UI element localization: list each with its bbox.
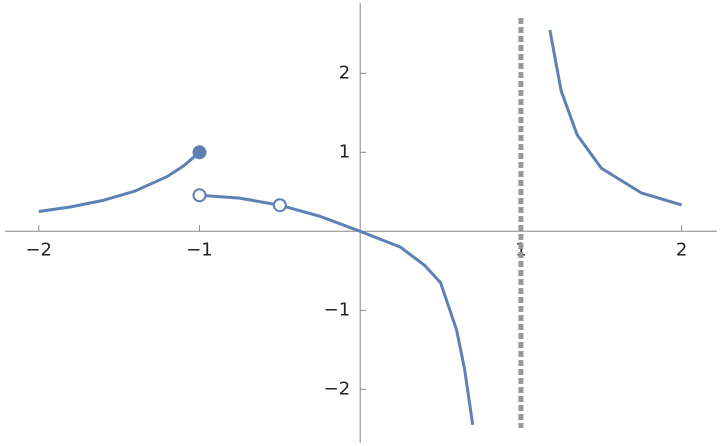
y-tick-label: 1 xyxy=(339,141,350,162)
y-tick-label: −1 xyxy=(324,299,351,320)
curve xyxy=(38,151,201,214)
curve xyxy=(548,29,683,207)
filled-point xyxy=(192,145,207,160)
x-tick-label: 1 xyxy=(515,239,526,260)
x-tick-label: 2 xyxy=(676,239,687,260)
open-point xyxy=(192,188,207,203)
curve xyxy=(199,193,475,426)
x-tick-label: −2 xyxy=(25,239,52,260)
y-tick-label: 2 xyxy=(339,62,350,83)
open-point xyxy=(272,198,287,213)
x-tick-label: −1 xyxy=(186,239,213,260)
y-tick-label: −2 xyxy=(324,378,351,399)
